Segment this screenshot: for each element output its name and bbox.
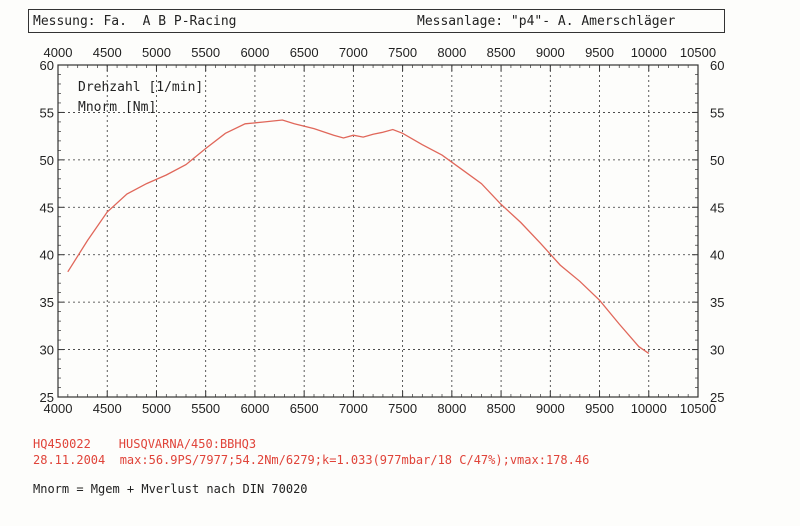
x-tick-label-top: 9500 [585, 45, 614, 60]
run-info-line-1: HQ450022 HUSQVARNA/450:BBHQ3 [33, 437, 256, 451]
x-tick-label-top: 7500 [388, 45, 417, 60]
x-tick-label-top: 8000 [437, 45, 466, 60]
x-tick-label-bottom: 7500 [388, 401, 417, 416]
y-tick-label-left: 30 [40, 343, 54, 358]
y-tick-label-right: 25 [710, 390, 724, 405]
legend-y-quantity: Mnorm [Nm] [78, 100, 156, 115]
vehicle-name: HUSQVARNA/450:BBHQ3 [118, 437, 257, 451]
x-tick-label-bottom: 5000 [142, 401, 171, 416]
y-tick-label-right: 55 [710, 105, 724, 120]
y-tick-label-left: 25 [40, 390, 54, 405]
plot-frame [57, 64, 699, 398]
x-tick-label-top: 9000 [536, 45, 565, 60]
x-tick-label-bottom: 9000 [536, 401, 565, 416]
run-id: HQ450022 [33, 437, 91, 451]
x-tick-label-bottom: 10000 [631, 401, 667, 416]
x-tick-label-bottom: 7000 [339, 401, 368, 416]
x-tick-label-top: 4000 [44, 45, 73, 60]
measurement-client: Messung: Fa. A B P-Racing [33, 14, 237, 29]
x-tick-label-top: 4500 [93, 45, 122, 60]
y-tick-label-left: 50 [40, 153, 54, 168]
measurement-facility: Messanlage: "p4"- A. Amerschläger [417, 14, 676, 29]
torque-chart: 4000 4000 4500 4500 5000 5000 5500 5500 6000 6000… [40, 45, 725, 416]
measurement-header: Messung: Fa. A B P-Racing Messanlage: "p… [28, 9, 725, 33]
x-tick-label-top: 7000 [339, 45, 368, 60]
x-tick-label-top: 6500 [290, 45, 319, 60]
x-tick-label-bottom: 5500 [191, 401, 220, 416]
y-tick-label-left: 35 [40, 295, 54, 310]
y-tick-label-right: 40 [710, 248, 724, 263]
x-tick-label-bottom: 6000 [240, 401, 269, 416]
run-date: 28.11.2004 [33, 453, 106, 467]
y-tick-label-right: 45 [710, 200, 724, 215]
run-summary: max:56.9PS/7977;54.2Nm/6279;k=1.033(977m… [119, 453, 590, 467]
y-tick-label-left: 45 [40, 200, 54, 215]
legend-x-quantity: Drehzahl [1/min] [78, 80, 203, 95]
x-tick-label-bottom: 9500 [585, 401, 614, 416]
run-info-line-2: 28.11.2004 max:56.9PS/7977;54.2Nm/6279;k… [33, 453, 589, 467]
y-tick-label-right: 30 [710, 343, 724, 358]
y-tick-label-right: 50 [710, 153, 724, 168]
y-tick-label-left: 60 [40, 58, 54, 73]
x-tick-label-top: 10500 [680, 45, 716, 60]
x-tick-label-top: 5500 [191, 45, 220, 60]
x-tick-label-top: 10000 [631, 45, 667, 60]
y-tick-label-right: 35 [710, 295, 724, 310]
y-tick-label-left: 55 [40, 105, 54, 120]
x-tick-label-bottom: 4500 [93, 401, 122, 416]
x-tick-label-bottom: 10500 [680, 401, 716, 416]
x-tick-label-top: 8500 [487, 45, 516, 60]
x-tick-label-bottom: 8500 [487, 401, 516, 416]
x-tick-label-bottom: 6500 [290, 401, 319, 416]
x-tick-label-top: 6000 [240, 45, 269, 60]
x-tick-label-bottom: 8000 [437, 401, 466, 416]
torque-curve [67, 119, 650, 354]
x-tick-label-top: 5000 [142, 45, 171, 60]
y-tick-label-left: 40 [40, 248, 54, 263]
din-note: Mnorm = Mgem + Mverlust nach DIN 70020 [33, 482, 308, 496]
x-tick-label-bottom: 4000 [44, 401, 73, 416]
y-tick-label-right: 60 [710, 58, 724, 73]
